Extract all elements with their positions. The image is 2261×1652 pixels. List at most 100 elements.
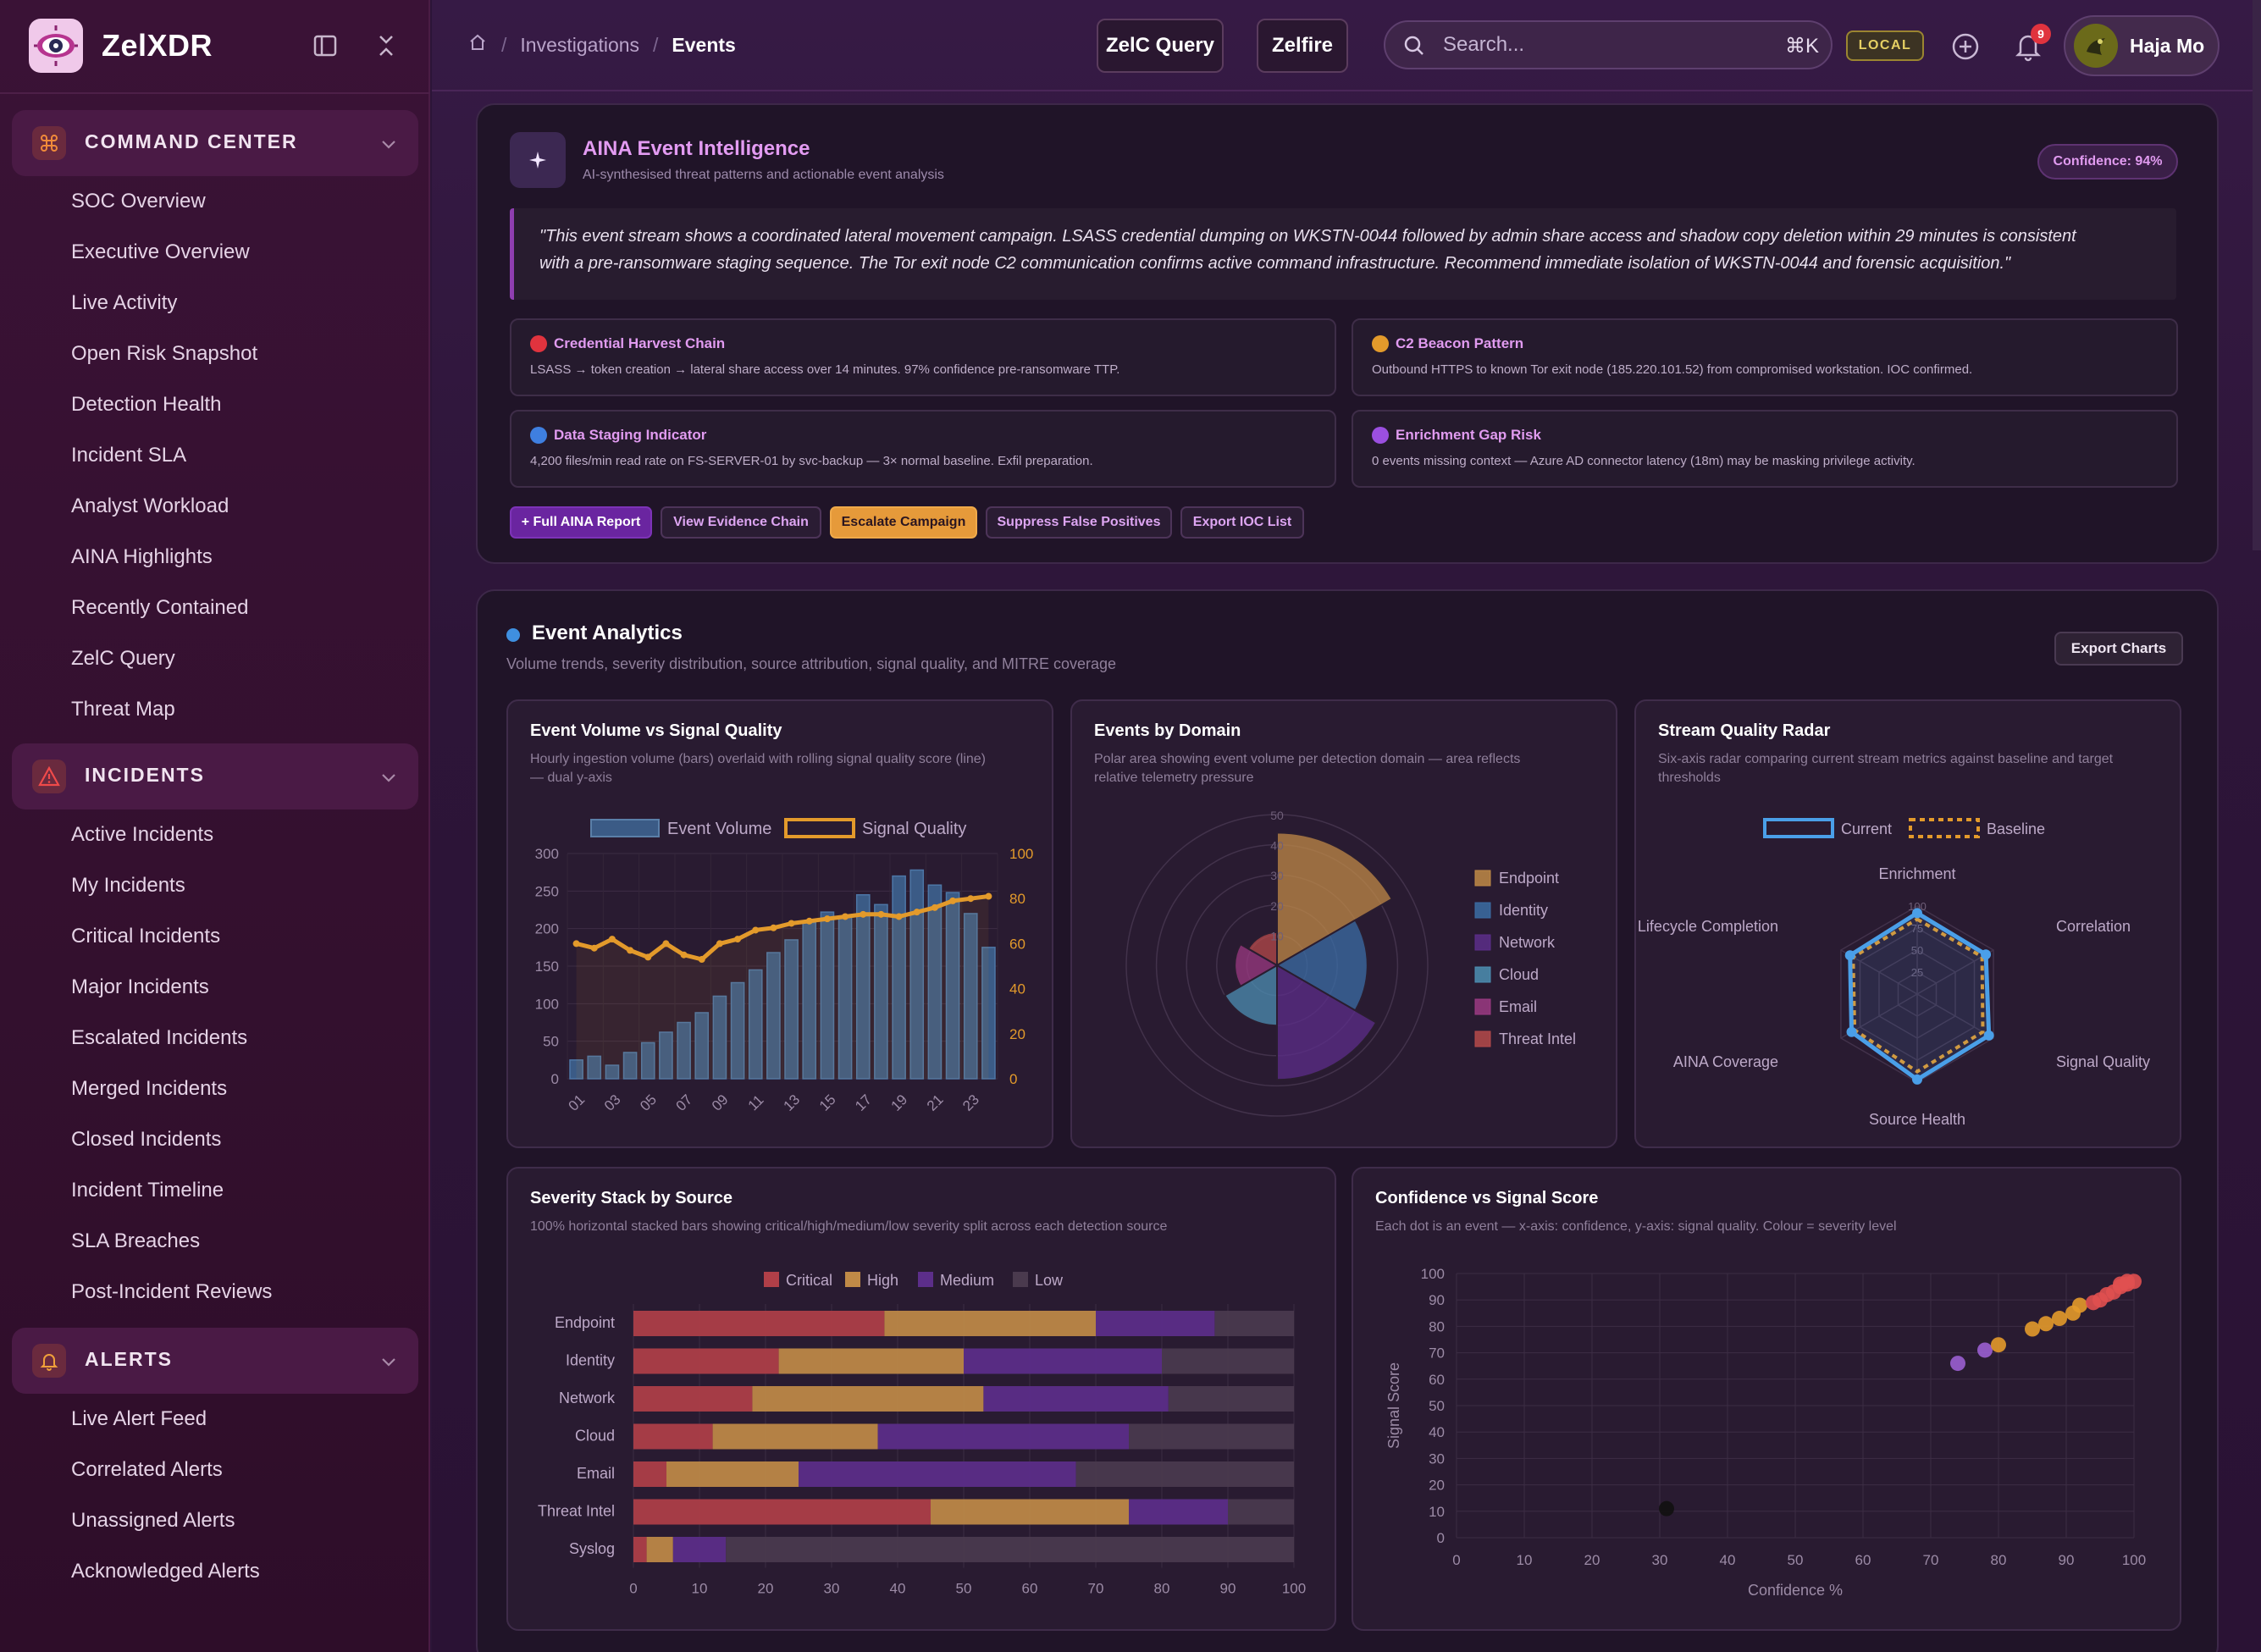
notifications-bell-icon[interactable]: 9 xyxy=(2012,24,2051,66)
warning-icon xyxy=(32,760,66,793)
severity-bar-low xyxy=(1168,1386,1294,1412)
search-input[interactable] xyxy=(1443,32,1731,58)
sidebar-item-unassigned-alerts[interactable]: Unassigned Alerts xyxy=(71,1509,235,1532)
radar-axis-label: Source Health xyxy=(1869,1111,1965,1128)
export-ioc-list-button[interactable]: Export IOC List xyxy=(1180,506,1304,539)
insight-card-data-staging[interactable]: Data Staging Indicator 4,200 files/min r… xyxy=(510,410,1336,488)
sidebar-item-my-incidents[interactable]: My Incidents xyxy=(71,874,185,897)
nav-group-incidents[interactable]: INCIDENTS xyxy=(12,743,418,809)
sidebar-item-acknowledged-alerts[interactable]: Acknowledged Alerts xyxy=(71,1560,260,1583)
severity-bar-medium xyxy=(964,1348,1162,1374)
volume-bar xyxy=(784,939,799,1080)
sidebar-item-post-incident-reviews[interactable]: Post-Incident Reviews xyxy=(71,1280,273,1303)
x-tick-label: 30 xyxy=(1652,1552,1668,1568)
severity-bar-medium xyxy=(1129,1499,1228,1525)
sidebar-item-live-alert-feed[interactable]: Live Alert Feed xyxy=(71,1407,207,1430)
x-tick-label: 13 xyxy=(781,1091,804,1114)
severity-bar-low xyxy=(1162,1348,1294,1374)
y-tick-label: 250 xyxy=(535,883,559,899)
chevron-down-icon[interactable] xyxy=(381,137,396,153)
sidebar-item-critical-incidents[interactable]: Critical Incidents xyxy=(71,925,221,948)
legend-swatch xyxy=(764,1272,779,1287)
sidebar-item-sla-breaches[interactable]: SLA Breaches xyxy=(71,1229,201,1252)
zelfire-button[interactable]: Zelfire xyxy=(1257,19,1348,73)
sidebar-item-merged-incidents[interactable]: Merged Incidents xyxy=(71,1077,228,1100)
brand[interactable]: ZelXDR xyxy=(29,19,213,73)
y2-tick-label: 20 xyxy=(1009,1026,1025,1042)
y-tick-label: 0 xyxy=(551,1071,559,1087)
severity-chart-panel: Severity Stack by Source 100% horizontal… xyxy=(506,1167,1336,1631)
sidebar-item-aina-highlights[interactable]: AINA Highlights xyxy=(71,545,213,568)
radar-series-current xyxy=(1848,910,1992,1082)
sidebar-item-executive-overview[interactable]: Executive Overview xyxy=(71,240,250,263)
zelc-query-button[interactable]: ZelC Query xyxy=(1097,19,1224,73)
sidebar-toggle-icon[interactable] xyxy=(310,30,340,61)
x-tick-label: 10 xyxy=(692,1581,708,1597)
legend-label: Threat Intel xyxy=(1499,1030,1576,1047)
sparkle-icon xyxy=(510,132,566,188)
scrollbar[interactable] xyxy=(2253,0,2261,550)
radar-point xyxy=(1981,949,1992,960)
search-icon xyxy=(1402,34,1426,61)
breadcrumb-separator: / xyxy=(653,33,659,56)
volume-bar xyxy=(892,875,906,1080)
polar-slice-network xyxy=(1276,964,1378,1081)
radar-axis-label: AINA Coverage xyxy=(1673,1053,1778,1070)
radar-chart-panel: Stream Quality Radar Six-axis radar comp… xyxy=(1634,699,2181,1148)
x-tick-label: 40 xyxy=(1720,1552,1736,1568)
severity-bar-critical xyxy=(633,1461,666,1487)
insight-title-text: Credential Harvest Chain xyxy=(554,335,726,351)
sidebar-item-detection-health[interactable]: Detection Health xyxy=(71,393,222,416)
polar-slice-cloud xyxy=(1223,964,1278,1027)
export-charts-button[interactable]: Export Charts xyxy=(2054,632,2183,666)
sidebar-item-incident-timeline[interactable]: Incident Timeline xyxy=(71,1179,224,1202)
y-tick-label: 100 xyxy=(1421,1266,1445,1282)
sidebar-item-incident-sla[interactable]: Incident SLA xyxy=(71,444,187,467)
breadcrumb-investigations[interactable]: Investigations xyxy=(520,33,640,56)
suppress-false-positives-button[interactable]: Suppress False Positives xyxy=(986,506,1172,539)
volume-bar xyxy=(605,1064,620,1080)
sidebar-item-correlated-alerts[interactable]: Correlated Alerts xyxy=(71,1458,223,1481)
chevron-down-icon[interactable] xyxy=(381,771,396,787)
signal-point xyxy=(680,951,688,959)
sidebar-item-major-incidents[interactable]: Major Incidents xyxy=(71,975,209,998)
sidebar-item-zelc-query[interactable]: ZelC Query xyxy=(71,647,175,670)
nav-group-command-center[interactable]: COMMAND CENTER xyxy=(12,110,418,176)
collapse-icon[interactable] xyxy=(371,30,401,61)
insight-card-enrichment-gap[interactable]: Enrichment Gap Risk 0 events missing con… xyxy=(1352,410,2178,488)
severity-bar-medium xyxy=(1096,1311,1215,1336)
y-category-label: Cloud xyxy=(575,1428,615,1445)
escalate-campaign-button[interactable]: Escalate Campaign xyxy=(830,506,977,539)
scatter-point xyxy=(1977,1342,1993,1358)
chart-title: Severity Stack by Source xyxy=(530,1189,733,1207)
search-bar[interactable]: ⌘K xyxy=(1384,20,1833,69)
sidebar-item-closed-incidents[interactable]: Closed Incidents xyxy=(71,1128,222,1151)
add-icon[interactable] xyxy=(1951,32,1980,64)
view-evidence-chain-button[interactable]: View Evidence Chain xyxy=(661,506,821,539)
legend-label: Low xyxy=(1035,1272,1064,1289)
nav-group-alerts[interactable]: ALERTS xyxy=(12,1328,418,1394)
x-tick-label: 01 xyxy=(566,1091,589,1114)
chevron-down-icon[interactable] xyxy=(381,1355,396,1371)
sidebar-item-escalated-incidents[interactable]: Escalated Incidents xyxy=(71,1026,248,1049)
severity-bar-critical xyxy=(633,1348,779,1374)
full-aina-report-button[interactable]: + Full AINA Report xyxy=(510,506,652,539)
sidebar-item-recently-contained[interactable]: Recently Contained xyxy=(71,596,249,619)
home-icon[interactable] xyxy=(467,32,488,58)
signal-point xyxy=(752,926,760,934)
sidebar-item-threat-map[interactable]: Threat Map xyxy=(71,698,175,721)
sidebar-item-live-activity[interactable]: Live Activity xyxy=(71,291,178,314)
analytics-subtitle: Volume trends, severity distribution, so… xyxy=(506,655,1117,672)
sidebar-item-active-incidents[interactable]: Active Incidents xyxy=(71,823,214,846)
sidebar-item-open-risk-snapshot[interactable]: Open Risk Snapshot xyxy=(71,342,258,365)
sidebar-item-analyst-workload[interactable]: Analyst Workload xyxy=(71,494,229,517)
user-menu[interactable]: Haja Mo xyxy=(2064,15,2220,76)
chart-subtitle-line: thresholds xyxy=(1658,771,1721,785)
volume-bar xyxy=(622,1052,638,1080)
insight-card-c2-beacon[interactable]: C2 Beacon Pattern Outbound HTTPS to know… xyxy=(1352,318,2178,396)
quote-line: with a pre-ransomware staging sequence. … xyxy=(539,254,2011,273)
volume-bar xyxy=(927,884,943,1080)
red-dot-icon xyxy=(530,335,547,352)
insight-card-credential-harvest[interactable]: Credential Harvest Chain LSASS → token c… xyxy=(510,318,1336,396)
sidebar-item-soc-overview[interactable]: SOC Overview xyxy=(71,190,206,213)
